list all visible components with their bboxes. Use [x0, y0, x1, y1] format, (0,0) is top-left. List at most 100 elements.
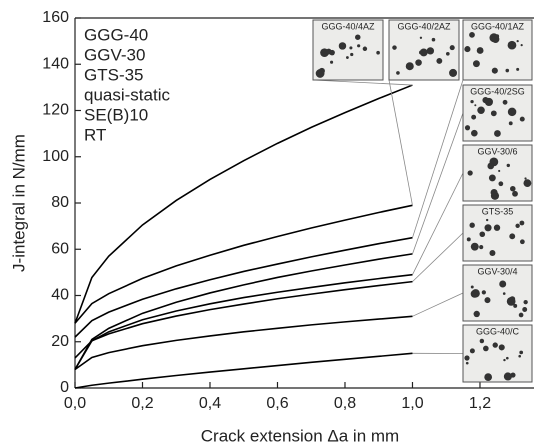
micrograph-particle: [503, 358, 506, 362]
x-axis-title: Crack extension Δa in mm: [201, 426, 399, 445]
leader-line: [412, 112, 464, 255]
x-tick-label: 0,6: [266, 395, 288, 412]
micrograph-particle: [505, 68, 510, 73]
y-tick-label: 20: [51, 333, 69, 350]
micrograph-particle: [419, 36, 423, 39]
micrograph-particle: [392, 45, 397, 50]
micrograph-particle: [484, 224, 492, 232]
x-tick-label: 0,8: [334, 395, 356, 412]
micrograph-particle: [464, 355, 470, 361]
micrograph-particle: [469, 222, 475, 228]
micrograph-particle: [431, 37, 436, 42]
micrograph-particle: [415, 59, 422, 66]
micrograph-particle: [484, 373, 493, 381]
y-tick-label: 100: [42, 148, 69, 165]
micrograph-particle: [477, 106, 485, 115]
micrograph-label: GGG-40/4AZ: [321, 21, 375, 31]
micrograph-particle: [449, 68, 458, 77]
micrograph: [462, 204, 533, 262]
y-tick-label: 60: [51, 240, 69, 257]
micrograph-particle: [481, 290, 486, 295]
annotation: GGG-40: [84, 25, 148, 44]
micrograph-particle: [419, 48, 428, 57]
micrograph-particle: [525, 182, 529, 186]
annotation: GTS-35: [84, 65, 144, 84]
micrograph-particle: [470, 242, 479, 251]
annotation: GGV-30: [84, 45, 145, 64]
data-line: [74, 315, 413, 371]
micrograph-particle: [498, 181, 504, 187]
micrograph-particle: [350, 52, 354, 57]
micrograph-particle: [520, 44, 523, 47]
micrograph-particle: [419, 50, 423, 55]
micrograph-particle: [513, 303, 518, 308]
micrograph-particle: [357, 44, 361, 48]
micrograph-particle: [523, 299, 528, 305]
micrograph-particle: [508, 121, 513, 126]
micrograph-particle: [519, 239, 525, 245]
micrograph-particle: [449, 45, 455, 51]
leader-line: [388, 79, 413, 206]
x-tick-label: 1,2: [469, 395, 491, 412]
micrograph-particle: [467, 170, 473, 176]
y-tick-label: 0: [60, 379, 69, 396]
micrograph-particle: [503, 372, 512, 381]
micrograph-label: GGG-40/2SG: [470, 86, 525, 96]
micrograph-particle: [493, 224, 501, 231]
micrograph-particle: [498, 344, 505, 351]
micrograph-particle: [505, 356, 509, 360]
micrograph-particle: [488, 174, 496, 182]
micrograph-particle: [487, 162, 495, 170]
micrograph-particle: [470, 285, 474, 289]
micrograph-particle: [466, 237, 471, 242]
data-line: [74, 236, 413, 338]
micrograph-particle: [479, 245, 484, 250]
micrograph-particle: [471, 114, 477, 120]
micrograph-particle: [518, 354, 522, 358]
micrograph-particle: [436, 57, 443, 64]
x-tick-label: 1,0: [401, 395, 423, 412]
micrograph-particle: [445, 51, 450, 56]
micrograph-particle: [330, 60, 334, 64]
micrograph-label: GGG-40/2AZ: [397, 21, 451, 31]
micrograph-particle: [507, 107, 517, 117]
micrograph-particle: [465, 361, 469, 365]
micrograph-particle: [473, 310, 480, 318]
micrograph-particle: [405, 62, 414, 71]
data-line: [74, 273, 413, 370]
micrograph-label: GGV-30/6: [477, 146, 517, 156]
micrograph-particle: [482, 97, 489, 104]
y-tick-label: 120: [42, 102, 69, 119]
micrograph-label: GGV-30/4: [477, 266, 517, 276]
micrograph-particle: [494, 130, 501, 137]
y-tick-label: 40: [51, 287, 69, 304]
micrograph-particle: [516, 67, 520, 71]
annotation: quasi-static: [84, 85, 170, 104]
x-tick-label: 0,0: [64, 395, 86, 412]
x-tick-label: 0,4: [199, 395, 221, 412]
micrograph-particle: [349, 46, 353, 50]
micrograph-particle: [512, 190, 518, 197]
micrograph-particle: [502, 99, 508, 105]
micrograph-particle: [472, 60, 480, 68]
y-axis-title: J-integral in N/mm: [9, 134, 28, 272]
micrograph-particle: [325, 48, 332, 55]
micrograph-particle: [506, 163, 510, 168]
micrograph-particle: [515, 223, 520, 228]
micrograph-particle: [471, 289, 480, 298]
leader-line: [312, 79, 413, 86]
micrograph-particle: [502, 292, 506, 295]
micrograph-particle: [518, 312, 524, 318]
micrograph-particle: [474, 104, 477, 107]
data-line: [74, 253, 413, 370]
micrograph-particle: [519, 116, 525, 122]
y-tick-label: 80: [51, 194, 69, 211]
micrograph-particle: [507, 40, 517, 50]
micrograph-particle: [524, 177, 527, 180]
micrograph-particle: [355, 34, 361, 40]
micrograph-particle: [479, 338, 485, 344]
micrograph-particle: [522, 307, 528, 312]
micrograph-particle: [469, 348, 475, 354]
micrograph-particle: [484, 297, 491, 304]
